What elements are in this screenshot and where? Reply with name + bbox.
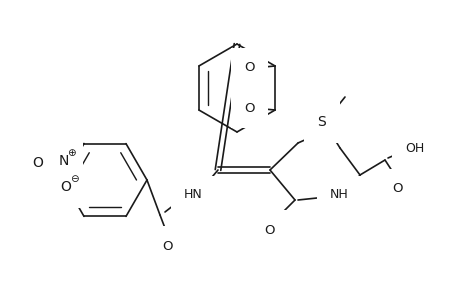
Text: O: O — [162, 239, 173, 253]
Text: NH: NH — [329, 188, 348, 202]
Text: O: O — [264, 224, 274, 236]
Text: OH: OH — [404, 142, 423, 154]
Text: O: O — [243, 101, 254, 115]
Text: O: O — [61, 180, 71, 194]
Text: S: S — [317, 115, 326, 129]
Text: O: O — [392, 182, 403, 196]
Text: O: O — [33, 156, 43, 170]
Text: HN: HN — [183, 188, 202, 202]
Text: ⊕: ⊕ — [67, 148, 75, 158]
Text: O: O — [243, 61, 254, 74]
Text: ⊖: ⊖ — [69, 174, 78, 184]
Text: N: N — [59, 154, 69, 168]
